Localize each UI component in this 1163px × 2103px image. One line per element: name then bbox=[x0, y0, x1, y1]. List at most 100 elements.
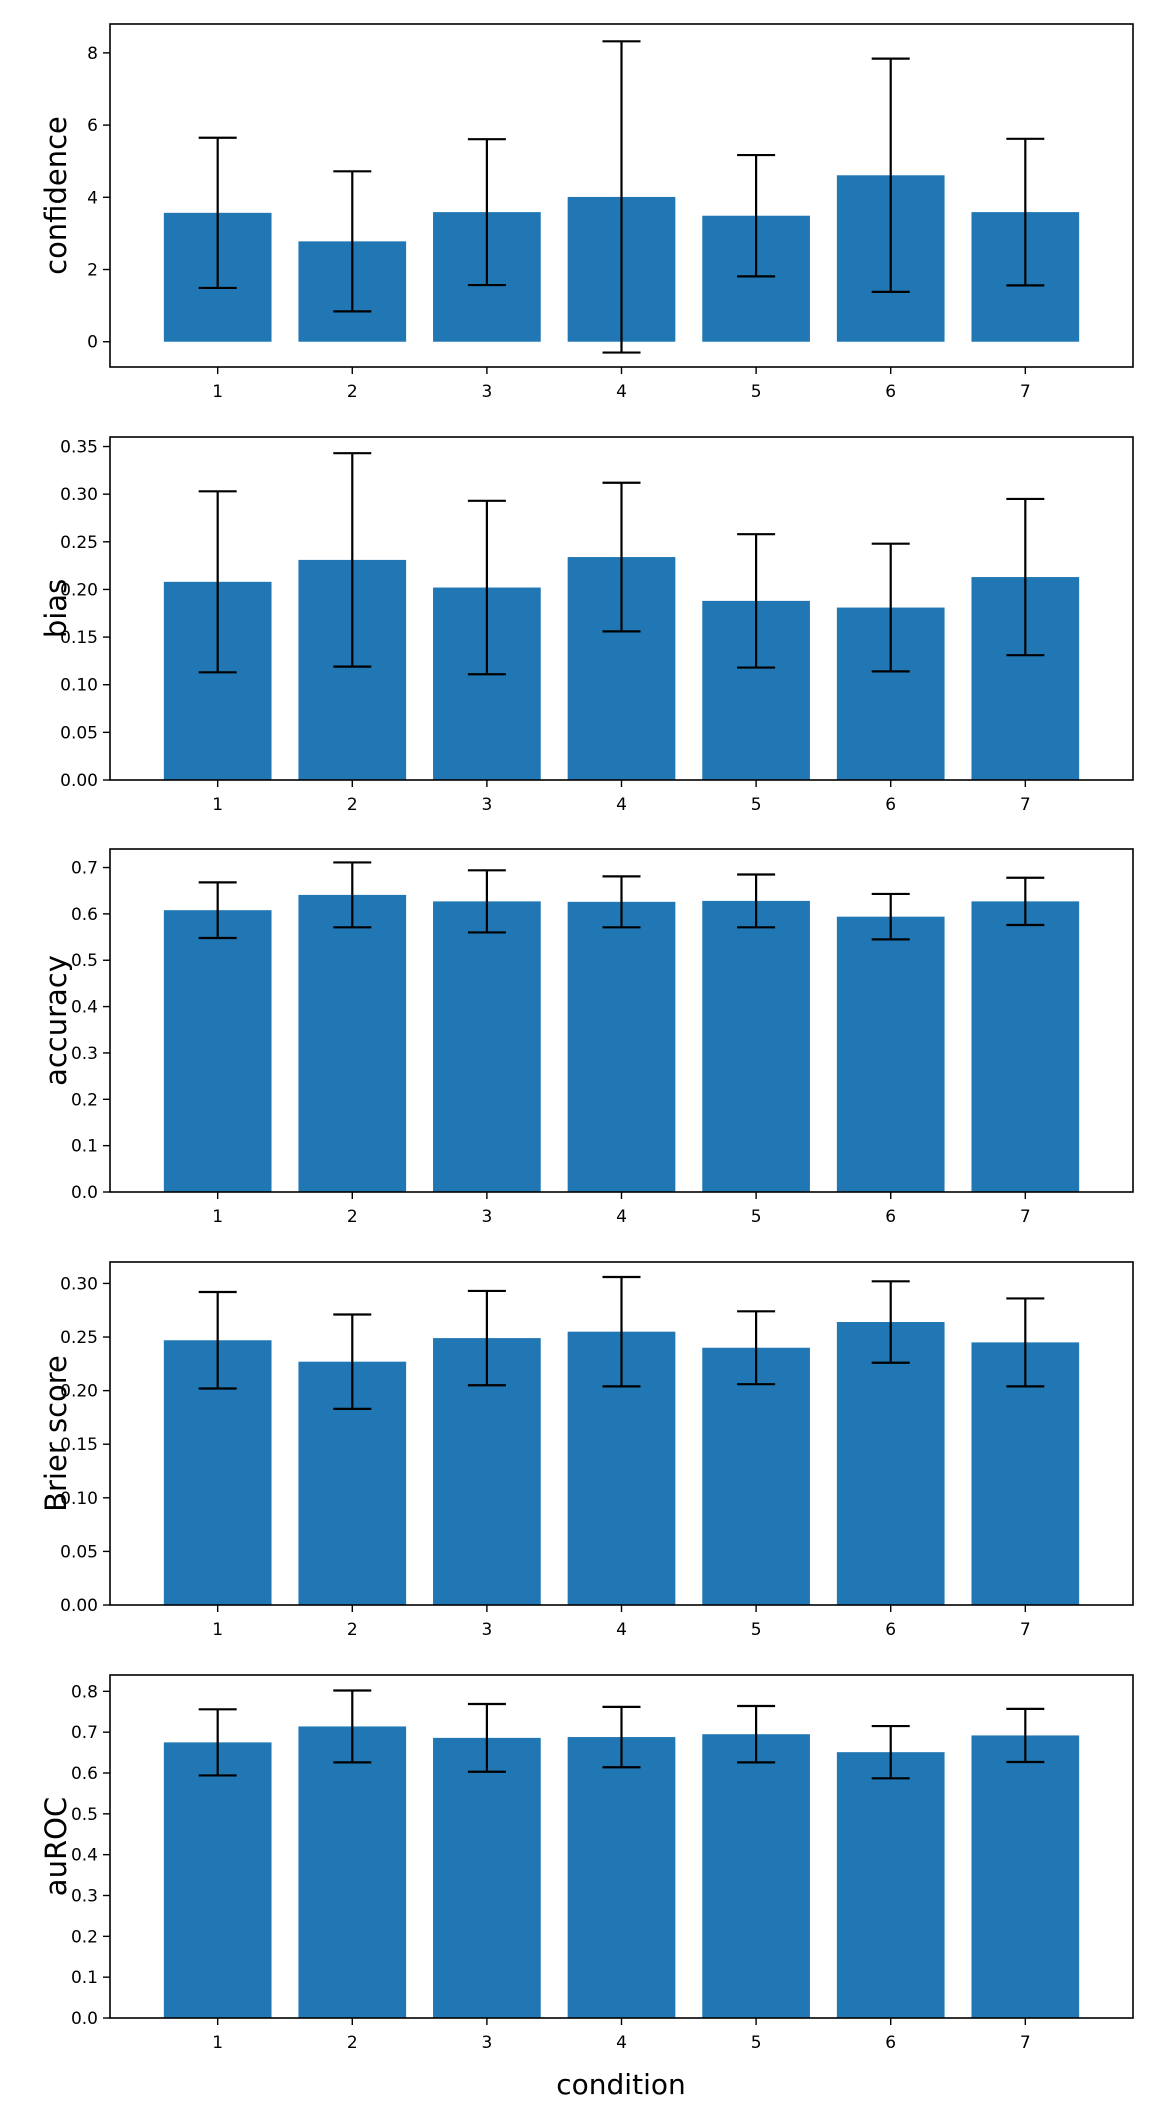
error-bar bbox=[871, 57, 910, 294]
error-bar bbox=[1006, 1707, 1045, 1764]
error-bar bbox=[467, 138, 506, 287]
error-bar bbox=[467, 1702, 506, 1773]
x-tick-label: 4 bbox=[616, 795, 627, 815]
x-tick-label: 5 bbox=[751, 1620, 762, 1640]
error-bar bbox=[602, 875, 641, 929]
y-tick-label: 0.5 bbox=[71, 1805, 98, 1825]
error-bar bbox=[467, 1289, 506, 1387]
x-tick-label: 5 bbox=[751, 795, 762, 815]
chart-panel-3: 0.0 0.1 0.2 0.3 0.4 0.5 0.6 0.7 1 2 3 4 5 6 7 accuracy bbox=[39, 848, 1134, 1227]
y-tick-label: 0.4 bbox=[71, 998, 98, 1018]
y-tick-label: 0.5 bbox=[71, 951, 98, 971]
y-tick-label: 0.00 bbox=[60, 1596, 98, 1616]
bar bbox=[702, 900, 810, 1192]
x-tick-label: 5 bbox=[751, 1207, 762, 1227]
y-tick-label: 0 bbox=[87, 333, 98, 353]
x-tick-label: 7 bbox=[1020, 2033, 1031, 2053]
bar bbox=[298, 894, 407, 1192]
error-bar bbox=[871, 1724, 910, 1780]
y-tick-label: 0.0 bbox=[71, 1183, 98, 1203]
y-tick-label: 0.30 bbox=[60, 485, 98, 505]
error-bar bbox=[198, 136, 237, 290]
error-bar bbox=[333, 170, 372, 313]
error-bar bbox=[871, 542, 910, 673]
bar bbox=[971, 1735, 1080, 2018]
y-tick-label: 0.0 bbox=[71, 2009, 98, 2029]
error-bar bbox=[602, 481, 641, 633]
x-tick-label: 7 bbox=[1020, 382, 1031, 402]
y-tick-label: 0.05 bbox=[60, 723, 98, 743]
x-tick-label: 4 bbox=[616, 382, 627, 402]
bar bbox=[298, 1726, 407, 2018]
y-tick-label: 0.10 bbox=[60, 676, 98, 696]
y-tick-label: 0.8 bbox=[71, 1682, 98, 1702]
error-bar bbox=[602, 1705, 641, 1769]
bar bbox=[433, 1737, 541, 2018]
y-tick-label: 0.25 bbox=[60, 533, 98, 553]
x-tick-label: 7 bbox=[1020, 795, 1031, 815]
chart-panel-5: 0.0 0.1 0.2 0.3 0.4 0.5 0.6 0.7 0.8 1 2 3 4 5 6 7 auROC bbox=[39, 1674, 1134, 2053]
x-tick-label: 4 bbox=[616, 2033, 627, 2053]
y-tick-label: 0.15 bbox=[60, 1435, 98, 1455]
error-bar bbox=[1006, 497, 1045, 657]
bar bbox=[567, 1737, 676, 2018]
y-tick-label: 0.35 bbox=[60, 438, 98, 458]
y-tick-label: 0.1 bbox=[71, 1137, 98, 1157]
error-bar bbox=[602, 40, 641, 354]
bar bbox=[836, 1752, 945, 2018]
x-tick-label: 1 bbox=[212, 1207, 223, 1227]
bar bbox=[702, 1347, 810, 1605]
chart-panel-4: 0.00 0.05 0.10 0.15 0.20 0.25 0.30 1 2 3 4 5 6 7 Brier… bbox=[39, 1261, 1134, 1640]
error-bar bbox=[1006, 1297, 1045, 1388]
y-tick-label: 0.15 bbox=[60, 628, 98, 648]
x-tick-label: 3 bbox=[481, 795, 492, 815]
y-tick-label: 0.30 bbox=[60, 1274, 98, 1294]
x-tick-label: 5 bbox=[751, 382, 762, 402]
x-tick-label: 7 bbox=[1020, 1620, 1031, 1640]
x-tick-label: 2 bbox=[347, 1207, 358, 1227]
x-axis-label: condition bbox=[556, 2068, 685, 2101]
x-tick-label: 4 bbox=[616, 1620, 627, 1640]
chart-panel-1: 0 2 4 6 8 1 2 3 4 5 6 7 confidence bbox=[39, 23, 1134, 402]
error-bar bbox=[737, 533, 776, 669]
error-bar bbox=[602, 1275, 641, 1388]
error-bar bbox=[467, 869, 506, 934]
x-tick-label: 5 bbox=[751, 2033, 762, 2053]
error-bar bbox=[198, 1290, 237, 1390]
error-bar bbox=[737, 153, 776, 278]
y-tick-label: 0.20 bbox=[60, 580, 98, 600]
y-tick-label: 0.1 bbox=[71, 1968, 98, 1988]
x-tick-label: 3 bbox=[481, 2033, 492, 2053]
bar bbox=[836, 916, 945, 1192]
x-tick-label: 1 bbox=[212, 795, 223, 815]
error-bar bbox=[333, 452, 372, 668]
y-tick-label: 6 bbox=[87, 116, 98, 136]
x-tick-label: 2 bbox=[347, 2033, 358, 2053]
x-tick-label: 1 bbox=[212, 382, 223, 402]
x-tick-label: 6 bbox=[885, 1620, 896, 1640]
bar bbox=[702, 1734, 810, 2018]
x-tick-label: 7 bbox=[1020, 1207, 1031, 1227]
y-axis-label: confidence bbox=[39, 116, 73, 275]
x-tick-label: 6 bbox=[885, 795, 896, 815]
y-tick-label: 0.00 bbox=[60, 771, 98, 791]
y-tick-label: 0.20 bbox=[60, 1382, 98, 1402]
error-bar bbox=[333, 1689, 372, 1764]
x-tick-label: 6 bbox=[885, 1207, 896, 1227]
y-tick-label: 4 bbox=[87, 188, 98, 208]
error-bar bbox=[333, 1313, 372, 1410]
y-tick-label: 0.7 bbox=[71, 859, 98, 879]
y-tick-label: 0.10 bbox=[60, 1489, 98, 1509]
y-tick-label: 0.4 bbox=[71, 1846, 98, 1866]
error-bar bbox=[1006, 137, 1045, 287]
y-tick-label: 0.3 bbox=[71, 1044, 98, 1064]
y-tick-label: 2 bbox=[87, 261, 98, 281]
y-axis-label: bias bbox=[39, 579, 73, 638]
bar bbox=[163, 1742, 272, 2019]
x-tick-label: 2 bbox=[347, 795, 358, 815]
error-bar bbox=[198, 881, 237, 940]
error-bar bbox=[737, 1310, 776, 1386]
error-bar bbox=[871, 1280, 910, 1364]
x-tick-label: 6 bbox=[885, 2033, 896, 2053]
